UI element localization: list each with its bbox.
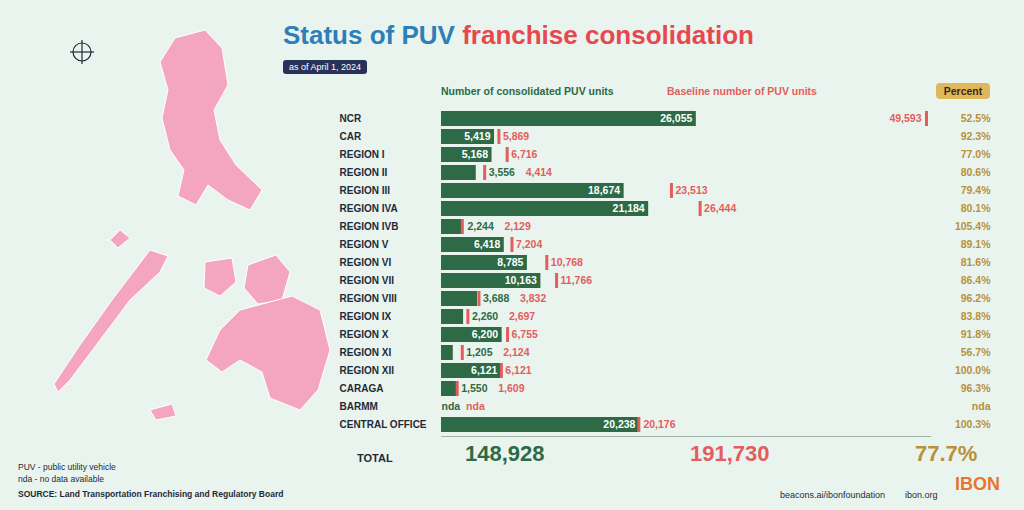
svg-text:REGION VIII: REGION VIII — [340, 293, 397, 304]
svg-text:REGION IVB: REGION IVB — [340, 221, 399, 232]
svg-text:REGION XI: REGION XI — [340, 347, 392, 358]
svg-text:80.6%: 80.6% — [961, 166, 991, 178]
html-text:nda - no data available: nda - no data available — [18, 474, 104, 484]
svg-text:91.8%: 91.8% — [961, 328, 991, 340]
svg-text:7,204: 7,204 — [516, 238, 542, 250]
svg-text:6,200: 6,200 — [472, 328, 498, 340]
svg-text:nda: nda — [466, 400, 485, 412]
svg-text:11,766: 11,766 — [561, 274, 593, 286]
svg-text:2,260: 2,260 — [472, 310, 498, 322]
svg-text:26,055: 26,055 — [660, 112, 692, 124]
svg-text:100.0%: 100.0% — [955, 364, 991, 376]
svg-text:49,593: 49,593 — [889, 112, 921, 124]
svg-text:5,869: 5,869 — [503, 130, 529, 142]
svg-text:3,688: 3,688 — [483, 292, 509, 304]
html-text:Status of PUV franchise consol: Status of PUV franchise consolidation — [283, 20, 754, 50]
svg-text:CENTRAL OFFICE: CENTRAL OFFICE — [340, 419, 427, 430]
html-text:TOTAL: TOTAL — [357, 452, 393, 464]
svg-text:1,205: 1,205 — [466, 346, 492, 358]
svg-text:REGION III: REGION III — [340, 185, 391, 196]
svg-text:10,163: 10,163 — [505, 274, 537, 286]
html-text:Number of consolidated PUV uni: Number of consolidated PUV units — [441, 85, 614, 97]
html-text:SOURCE: Land Transportation Fr: SOURCE: Land Transportation Franchising … — [18, 489, 284, 499]
html-text:77.7%: 77.7% — [915, 441, 978, 466]
svg-text:REGION X: REGION X — [340, 329, 389, 340]
svg-text:56.7%: 56.7% — [961, 346, 991, 358]
svg-text:6,418: 6,418 — [474, 238, 500, 250]
svg-text:REGION IVA: REGION IVA — [340, 203, 398, 214]
svg-text:4,414: 4,414 — [526, 166, 552, 178]
html-text:IBON: IBON — [955, 474, 1000, 494]
svg-text:nda: nda — [972, 400, 991, 412]
svg-text:21,184: 21,184 — [613, 202, 645, 214]
svg-text:100.3%: 100.3% — [955, 418, 991, 430]
svg-text:5,419: 5,419 — [464, 130, 490, 142]
svg-text:2,244: 2,244 — [467, 220, 493, 232]
html-text:ibon.org: ibon.org — [905, 490, 938, 500]
svg-text:5,168: 5,168 — [462, 148, 488, 160]
svg-text:8,785: 8,785 — [497, 256, 523, 268]
svg-text:6,716: 6,716 — [511, 148, 537, 160]
svg-text:77.0%: 77.0% — [961, 148, 991, 160]
svg-text:2,124: 2,124 — [503, 346, 529, 358]
svg-text:REGION V: REGION V — [340, 239, 389, 250]
svg-text:23,513: 23,513 — [675, 184, 707, 196]
svg-text:nda: nda — [442, 400, 461, 412]
svg-text:1,609: 1,609 — [498, 382, 524, 394]
svg-text:REGION XII: REGION XII — [340, 365, 395, 376]
svg-text:86.4%: 86.4% — [961, 274, 991, 286]
svg-text:REGION VII: REGION VII — [340, 275, 395, 286]
svg-text:80.1%: 80.1% — [961, 202, 991, 214]
svg-text:20,238: 20,238 — [603, 418, 635, 430]
svg-text:81.6%: 81.6% — [961, 256, 991, 268]
svg-text:6,121: 6,121 — [505, 364, 531, 376]
svg-text:83.8%: 83.8% — [961, 310, 991, 322]
svg-text:BARMM: BARMM — [340, 401, 378, 412]
svg-text:26,444: 26,444 — [704, 202, 736, 214]
html-text:as of April 1, 2024: as of April 1, 2024 — [289, 62, 362, 72]
svg-text:CARAGA: CARAGA — [340, 383, 384, 394]
html-text:PUV - public utility vehicle: PUV - public utility vehicle — [18, 462, 116, 472]
html-text:Baseline number of PUV units: Baseline number of PUV units — [667, 85, 817, 97]
svg-text:96.2%: 96.2% — [961, 292, 991, 304]
svg-text:REGION II: REGION II — [340, 167, 388, 178]
svg-text:CAR: CAR — [340, 131, 362, 142]
html-text:Percent: Percent — [943, 85, 983, 97]
svg-text:105.4%: 105.4% — [955, 220, 991, 232]
html-text:beacons.ai/ibonfoundation: beacons.ai/ibonfoundation — [780, 490, 886, 500]
svg-text:NCR: NCR — [340, 113, 362, 124]
svg-text:92.3%: 92.3% — [961, 130, 991, 142]
svg-text:2,129: 2,129 — [504, 220, 530, 232]
svg-text:10,768: 10,768 — [551, 256, 583, 268]
html-text:191,730: 191,730 — [690, 441, 770, 466]
svg-text:3,556: 3,556 — [489, 166, 515, 178]
svg-text:20,176: 20,176 — [643, 418, 675, 430]
svg-text:52.5%: 52.5% — [961, 112, 991, 124]
svg-text:REGION VI: REGION VI — [340, 257, 392, 268]
svg-text:89.1%: 89.1% — [961, 238, 991, 250]
svg-text:3,832: 3,832 — [520, 292, 546, 304]
svg-text:6,755: 6,755 — [512, 328, 538, 340]
svg-text:REGION IX: REGION IX — [340, 311, 392, 322]
svg-text:REGION I: REGION I — [340, 149, 385, 160]
svg-text:1,550: 1,550 — [461, 382, 487, 394]
svg-text:6,121: 6,121 — [471, 364, 497, 376]
svg-text:79.4%: 79.4% — [961, 184, 991, 196]
svg-text:2,697: 2,697 — [509, 310, 535, 322]
svg-text:18,674: 18,674 — [588, 184, 620, 196]
html-text:148,928: 148,928 — [465, 441, 545, 466]
svg-text:96.3%: 96.3% — [961, 382, 991, 394]
